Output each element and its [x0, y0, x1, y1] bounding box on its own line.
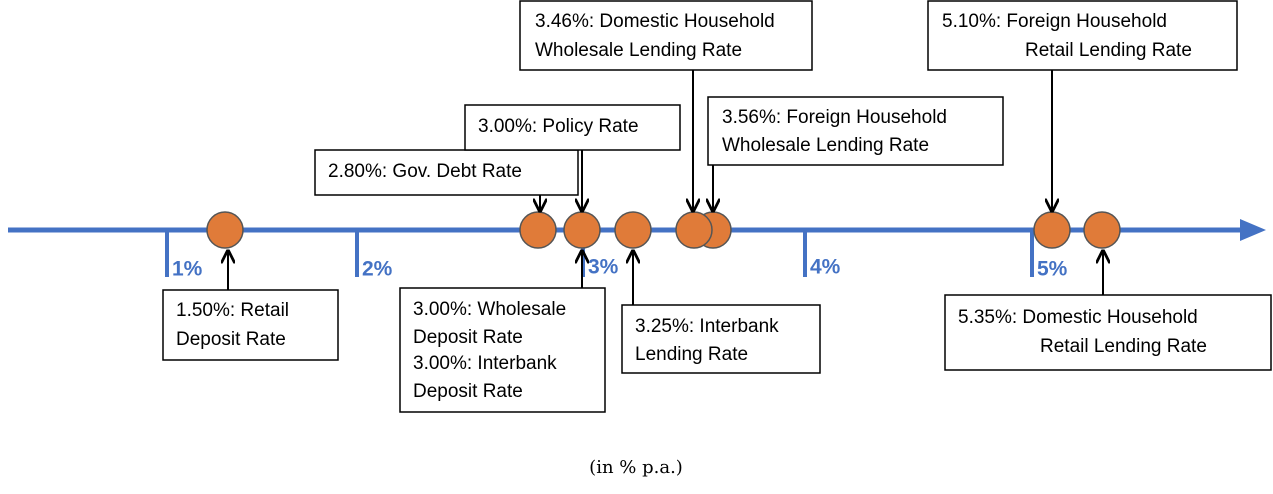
- tick-label: 1%: [172, 258, 203, 281]
- tick-label: 3%: [588, 256, 619, 279]
- tick-label: 5%: [1037, 258, 1068, 281]
- label-line: 5.10%: Foreign Household: [942, 11, 1167, 32]
- label-line: 3.00%: Wholesale: [413, 299, 566, 320]
- label-line: Deposit Rate: [176, 329, 286, 350]
- label-box: 1.50%: Retail Deposit Rate: [162, 289, 339, 361]
- tick-label: 2%: [362, 258, 393, 281]
- label-box: 5.10%: Foreign Household Retail Lending …: [927, 0, 1238, 71]
- label-box: 3.56%: Foreign Household Wholesale Lendi…: [707, 96, 1004, 166]
- label-box: 3.00%: Wholesale Deposit Rate 3.00%: Int…: [399, 287, 606, 413]
- label-line: 3.46%: Domestic Household: [535, 11, 775, 32]
- label-line: Deposit Rate: [413, 327, 523, 348]
- label-line: Retail Lending Rate: [1025, 40, 1192, 61]
- arrows: [228, 70, 1103, 305]
- markers: [206, 211, 1121, 249]
- label-line: Deposit Rate: [413, 381, 523, 402]
- label-box: 3.25%: Interbank Lending Rate: [621, 304, 821, 374]
- label-line: Retail Lending Rate: [1040, 336, 1207, 357]
- footnote: (in % p.a.): [589, 457, 683, 478]
- label-line: 1.50%: Retail: [176, 300, 289, 321]
- label-line: Wholesale Lending Rate: [722, 135, 929, 156]
- label-line: 5.35%: Domestic Household: [958, 307, 1198, 328]
- label-box: 3.00%: Policy Rate: [464, 104, 681, 151]
- label-box: 5.35%: Domestic Household Retail Lending…: [944, 294, 1272, 371]
- label-line: 3.00%: Policy Rate: [478, 116, 639, 137]
- label-box: 3.46%: Domestic Household Wholesale Lend…: [519, 0, 813, 71]
- label-line: 3.56%: Foreign Household: [722, 107, 947, 128]
- label-line: Lending Rate: [635, 344, 748, 365]
- tick-label: 4%: [810, 256, 841, 279]
- label-box: 2.80%: Gov. Debt Rate: [314, 149, 579, 196]
- label-line: 3.25%: Interbank: [635, 316, 779, 337]
- label-line: Wholesale Lending Rate: [535, 40, 742, 61]
- label-line: 2.80%: Gov. Debt Rate: [328, 161, 522, 182]
- label-line: 3.00%: Interbank: [413, 353, 557, 374]
